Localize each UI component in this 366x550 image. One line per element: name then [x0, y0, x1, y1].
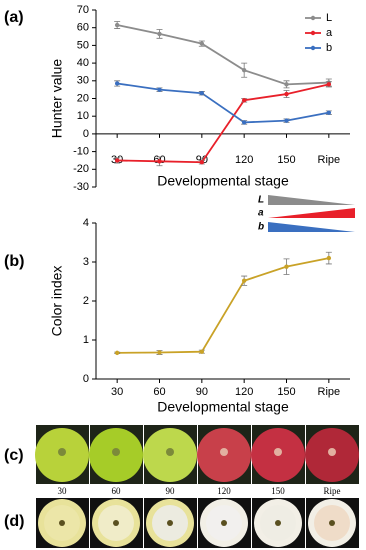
- point: [199, 41, 205, 46]
- y-axis-label: Hunter value: [49, 59, 65, 139]
- point: [114, 22, 120, 28]
- stage-label: 150: [271, 486, 285, 496]
- fruit-center: [166, 448, 174, 456]
- legend-label: a: [326, 27, 333, 39]
- wedge-label: a: [258, 208, 264, 219]
- y-axis-label: Color index: [49, 266, 65, 337]
- fruit-center: [328, 448, 336, 456]
- y-tick-label: 2: [83, 295, 89, 307]
- fruit-core: [275, 520, 281, 526]
- x-tick-label: 30: [111, 386, 123, 398]
- wedge-l: [268, 195, 355, 205]
- point: [199, 349, 205, 354]
- point: [284, 118, 289, 123]
- stage-label: 120: [217, 486, 231, 496]
- point: [326, 82, 332, 87]
- panel-label: (a): [4, 9, 24, 26]
- wedge-b: [268, 222, 355, 232]
- series-line: [116, 24, 329, 86]
- y-tick-label: -30: [73, 181, 89, 193]
- y-tick-label: 4: [83, 217, 89, 229]
- stage-label: 30: [58, 486, 68, 496]
- fruit-core: [113, 520, 119, 526]
- stage-label: Ripe: [324, 486, 341, 496]
- photo-rows: 30 60 90 120 150 Ripe: [35, 425, 359, 548]
- y-tick-label: 0: [83, 128, 89, 140]
- legend-marker: [310, 30, 316, 36]
- legend-marker: [310, 15, 316, 21]
- y-tick-label: -10: [73, 146, 89, 158]
- series-line: [117, 257, 330, 354]
- x-tick-label: 150: [277, 386, 295, 398]
- y-tick-label: 10: [77, 110, 89, 122]
- fruit-center: [220, 448, 228, 456]
- point: [157, 350, 162, 355]
- fruit-center: [274, 448, 282, 456]
- fruit-center: [58, 448, 66, 456]
- y-tick-label: 60: [77, 22, 89, 34]
- point: [157, 159, 162, 164]
- x-tick-label: Ripe: [318, 386, 341, 398]
- y-tick-label: 40: [77, 57, 89, 69]
- point: [241, 120, 247, 125]
- point: [114, 158, 120, 163]
- x-tick-label: Ripe: [318, 154, 341, 166]
- x-axis-label: Developmental stage: [157, 173, 289, 189]
- point: [157, 87, 162, 92]
- x-tick-label: 60: [153, 386, 165, 398]
- stage-label: 90: [166, 486, 176, 496]
- y-tick-label: 70: [77, 4, 89, 16]
- fruit-core: [167, 520, 173, 526]
- y-tick-label: 30: [77, 75, 89, 87]
- series-line: [117, 83, 330, 164]
- legend-marker: [310, 45, 316, 51]
- fruit-core: [329, 520, 335, 526]
- point: [284, 264, 289, 269]
- fruit-center: [112, 448, 120, 456]
- fruit-core: [59, 520, 65, 526]
- x-tick-label: 150: [277, 154, 295, 166]
- y-tick-label: 3: [83, 256, 89, 268]
- y-tick-label: 1: [83, 334, 89, 346]
- legend-label: L: [326, 12, 332, 24]
- wedge-label: L: [258, 195, 264, 206]
- point: [326, 110, 332, 115]
- y-tick-label: 20: [77, 92, 89, 104]
- point: [157, 31, 162, 37]
- fruit-core: [221, 520, 227, 526]
- stage-label: 60: [112, 486, 122, 496]
- legend-label: b: [326, 42, 332, 54]
- panel-label: (b): [4, 253, 24, 270]
- point: [326, 255, 332, 261]
- x-axis-label: Developmental stage: [157, 399, 289, 415]
- panel-label: (c): [4, 447, 24, 464]
- x-tick-label: 120: [235, 386, 253, 398]
- point: [241, 98, 247, 103]
- panel-label: (d): [4, 513, 24, 530]
- point: [284, 82, 289, 87]
- point: [199, 160, 205, 165]
- point: [241, 278, 247, 283]
- point: [241, 67, 247, 73]
- y-tick-label: -20: [73, 163, 89, 175]
- y-tick-label: 0: [83, 373, 89, 385]
- point: [114, 350, 120, 356]
- y-tick-label: 50: [77, 39, 89, 51]
- wedge-a: [268, 208, 355, 218]
- point: [199, 90, 205, 96]
- x-tick-label: 90: [196, 386, 208, 398]
- x-tick-label: 120: [235, 154, 253, 166]
- wedge-label: b: [258, 222, 264, 233]
- point: [284, 91, 289, 97]
- point: [114, 81, 120, 86]
- series-line: [117, 82, 329, 124]
